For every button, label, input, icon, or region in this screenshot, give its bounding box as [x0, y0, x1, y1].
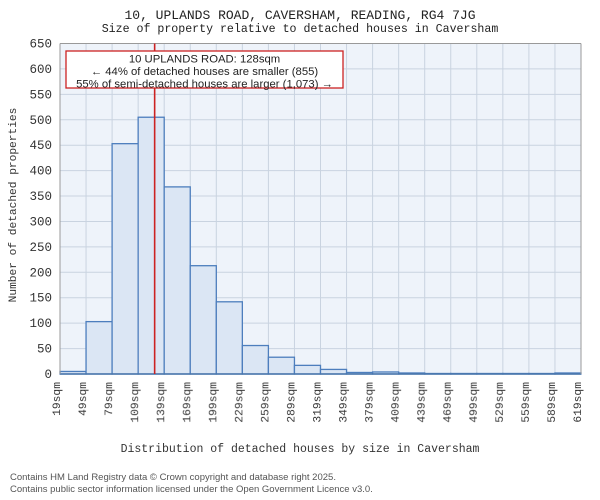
svg-text:400: 400 [29, 165, 52, 179]
svg-text:529sqm: 529sqm [495, 382, 507, 423]
svg-text:379sqm: 379sqm [365, 382, 377, 423]
svg-text:450: 450 [29, 139, 52, 153]
svg-text:229sqm: 229sqm [234, 382, 246, 423]
svg-text:500: 500 [29, 114, 52, 128]
svg-text:499sqm: 499sqm [469, 382, 481, 423]
svg-text:300: 300 [29, 215, 52, 229]
svg-text:289sqm: 289sqm [286, 382, 298, 423]
svg-text:50: 50 [37, 343, 52, 357]
svg-text:139sqm: 139sqm [156, 382, 168, 423]
svg-text:100: 100 [29, 317, 52, 331]
svg-text:600: 600 [29, 63, 52, 77]
svg-text:439sqm: 439sqm [417, 382, 429, 423]
svg-text:259sqm: 259sqm [260, 382, 272, 423]
svg-text:409sqm: 409sqm [391, 382, 403, 423]
svg-text:349sqm: 349sqm [339, 382, 351, 423]
svg-text:150: 150 [29, 292, 52, 306]
svg-text:350: 350 [29, 190, 52, 204]
svg-text:169sqm: 169sqm [182, 382, 194, 423]
svg-text:559sqm: 559sqm [521, 382, 533, 423]
svg-text:← 44% of detached houses are s: ← 44% of detached houses are smaller (85… [91, 66, 319, 78]
svg-text:0: 0 [44, 368, 52, 382]
svg-text:19sqm: 19sqm [52, 382, 64, 416]
svg-text:49sqm: 49sqm [78, 382, 90, 416]
svg-text:200: 200 [29, 266, 52, 280]
svg-text:10 UPLANDS ROAD: 128sqm: 10 UPLANDS ROAD: 128sqm [129, 54, 280, 66]
svg-text:250: 250 [29, 241, 52, 255]
svg-text:550: 550 [29, 88, 52, 102]
svg-text:469sqm: 469sqm [443, 382, 455, 423]
svg-text:79sqm: 79sqm [104, 382, 116, 416]
svg-text:619sqm: 619sqm [573, 382, 585, 423]
svg-text:650: 650 [29, 38, 52, 52]
svg-text:319sqm: 319sqm [313, 382, 325, 423]
svg-text:55% of semi-detached houses ar: 55% of semi-detached houses are larger (… [76, 79, 333, 91]
svg-text:199sqm: 199sqm [208, 382, 220, 423]
svg-text:589sqm: 589sqm [547, 382, 559, 423]
svg-text:109sqm: 109sqm [130, 382, 142, 423]
